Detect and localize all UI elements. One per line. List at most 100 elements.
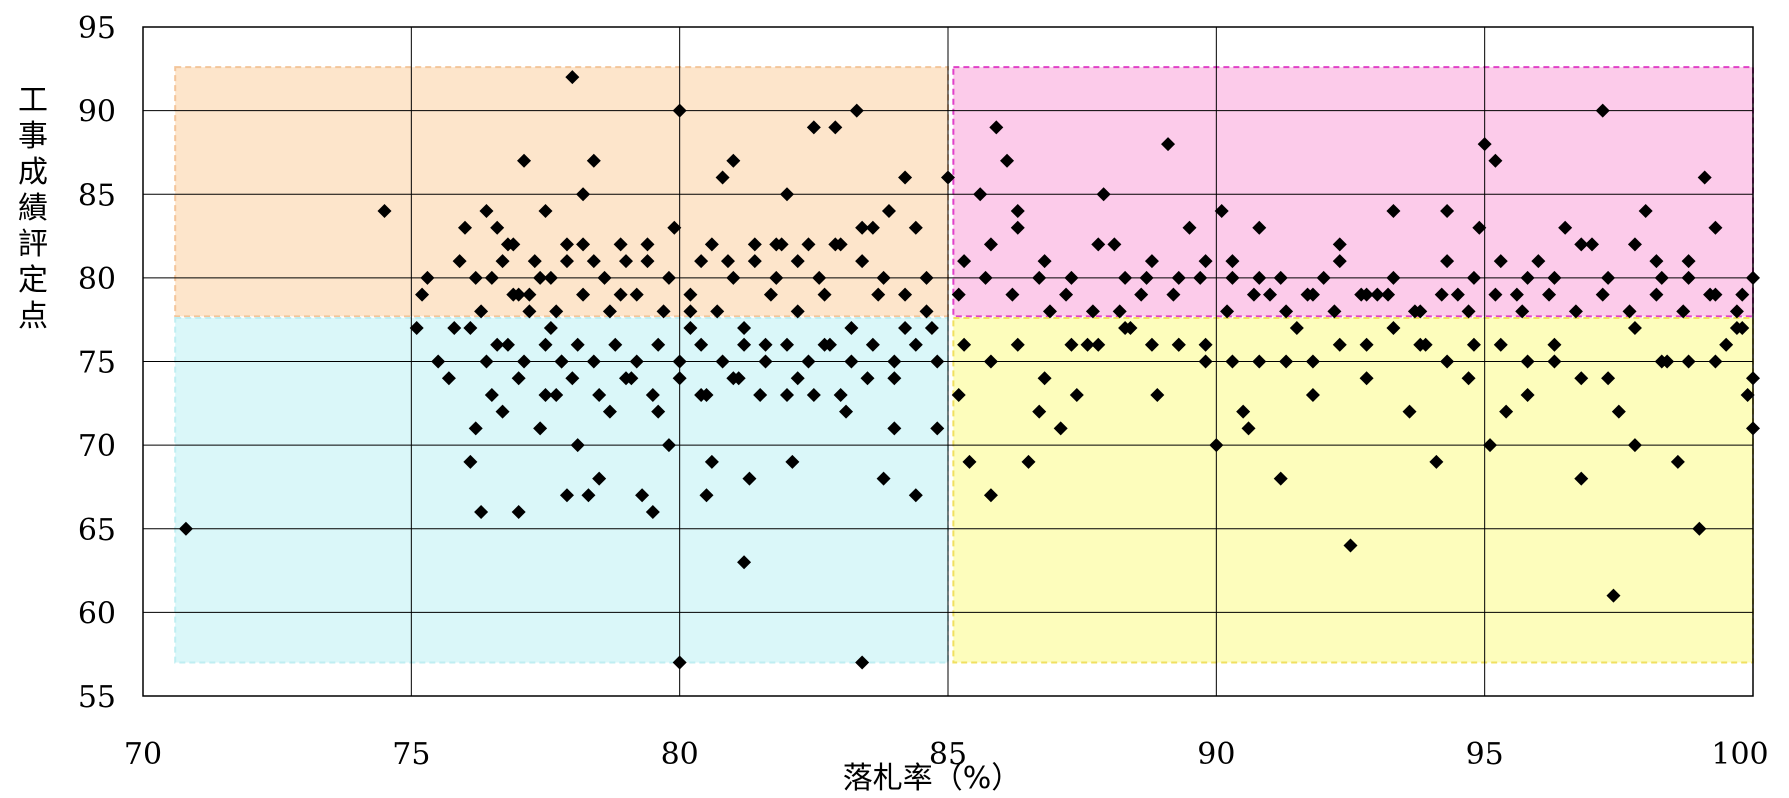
- data-point: [1171, 337, 1186, 352]
- data-point: [1064, 337, 1079, 352]
- data-point: [989, 120, 1004, 135]
- data-point: [790, 254, 805, 269]
- data-point: [490, 220, 505, 235]
- data-point: [828, 120, 843, 135]
- data-point: [1241, 421, 1256, 436]
- data-point: [1010, 203, 1025, 218]
- data-point: [468, 421, 483, 436]
- data-point: [1144, 337, 1159, 352]
- data-point: [1252, 220, 1267, 235]
- region-upper-right: [952, 66, 1754, 318]
- data-point: [1085, 304, 1100, 319]
- data-point: [559, 237, 574, 252]
- data-point: [495, 404, 510, 419]
- data-point: [898, 321, 913, 336]
- data-point: [619, 254, 633, 269]
- data-point: [613, 237, 628, 252]
- data-point: [527, 254, 542, 269]
- data-point: [1112, 304, 1127, 319]
- data-point: [801, 237, 816, 252]
- data-point: [1601, 371, 1616, 386]
- data-point: [1627, 237, 1642, 252]
- data-point: [704, 454, 719, 469]
- data-point: [1214, 203, 1229, 218]
- data-point: [1719, 337, 1734, 352]
- data-point: [876, 471, 891, 486]
- data-point: [1279, 354, 1294, 369]
- data-point: [855, 220, 870, 235]
- data-point: [1520, 387, 1535, 402]
- data-point: [908, 488, 923, 503]
- data-point: [983, 488, 998, 503]
- data-point: [812, 270, 827, 285]
- data-point: [645, 387, 660, 402]
- data-point: [1574, 237, 1589, 252]
- data-point: [780, 337, 794, 352]
- data-point: [908, 220, 923, 235]
- data-point: [522, 287, 537, 302]
- data-point: [1585, 237, 1599, 252]
- data-point: [565, 70, 580, 85]
- data-point: [1746, 270, 1760, 285]
- data-point: [468, 270, 483, 285]
- data-point: [1595, 103, 1610, 118]
- data-point: [1611, 404, 1626, 419]
- data-point: [1118, 321, 1133, 336]
- data-point: [586, 153, 601, 168]
- y-tick-labels: 55 60 65 70 75 80 85 90 95: [78, 11, 116, 715]
- data-point: [1000, 153, 1015, 168]
- data-point: [1037, 371, 1052, 386]
- data-point: [774, 237, 789, 252]
- data-point: [1681, 354, 1696, 369]
- data-point: [554, 354, 569, 369]
- data-point: [635, 488, 650, 503]
- data-point: [1692, 521, 1707, 536]
- data-point: [576, 237, 591, 252]
- data-point: [1198, 337, 1213, 352]
- data-point: [747, 254, 762, 269]
- y-tick-label: 70: [78, 429, 116, 464]
- data-point: [1440, 203, 1455, 218]
- data-point: [1263, 287, 1277, 302]
- data-point: [855, 655, 870, 670]
- data-point: [543, 321, 558, 336]
- data-point: [908, 337, 923, 352]
- data-point: [1332, 254, 1347, 269]
- data-point: [1032, 404, 1047, 419]
- data-point: [1386, 203, 1401, 218]
- data-point: [474, 304, 489, 319]
- data-point: [941, 170, 955, 185]
- x-tick-label: 85: [929, 737, 967, 772]
- data-point: [753, 387, 768, 402]
- data-point: [1144, 254, 1159, 269]
- data-point: [1472, 220, 1487, 235]
- data-point: [887, 421, 902, 436]
- data-point: [420, 270, 435, 285]
- y-tick-label: 60: [78, 596, 116, 631]
- data-point: [592, 387, 607, 402]
- data-point: [602, 304, 617, 319]
- data-point: [1386, 270, 1401, 285]
- data-point: [1096, 187, 1111, 202]
- data-point: [1381, 287, 1396, 302]
- data-point: [780, 187, 794, 202]
- grid-lines: [143, 27, 1753, 696]
- data-points: [178, 70, 1760, 670]
- data-point: [511, 371, 526, 386]
- data-point: [602, 404, 617, 419]
- data-point: [1010, 220, 1025, 235]
- data-point: [683, 321, 698, 336]
- data-point: [844, 321, 859, 336]
- data-point: [1305, 387, 1320, 402]
- data-point: [1622, 304, 1637, 319]
- data-point: [1053, 421, 1068, 436]
- data-point: [672, 354, 687, 369]
- region-lower-right: [952, 317, 1754, 664]
- data-point: [441, 371, 456, 386]
- data-point: [694, 254, 709, 269]
- data-point: [1488, 153, 1503, 168]
- data-point: [1273, 471, 1288, 486]
- data-point: [817, 287, 832, 302]
- data-point: [1429, 454, 1444, 469]
- data-point: [683, 304, 698, 319]
